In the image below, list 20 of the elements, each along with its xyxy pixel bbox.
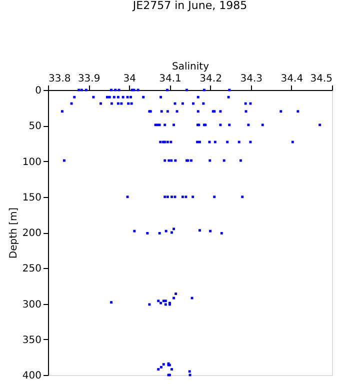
x-tick-label: 34.4 [280, 74, 304, 84]
y-axis-title: Depth [m] [8, 207, 20, 259]
x-tick-label: 33.8 [48, 74, 71, 84]
y-tick-label: 200 [22, 228, 42, 239]
x-tick-label: 33.9 [78, 74, 100, 84]
y-tick-label: 50 [28, 121, 42, 132]
x-tick-label: 34.2 [200, 74, 222, 84]
y-tick-label: 150 [22, 192, 42, 204]
x-tick-label: 34 [123, 74, 136, 84]
y-tick-label: 0 [35, 86, 42, 96]
y-tick-label: 350 [22, 334, 42, 346]
y-tick-label: 250 [22, 264, 42, 275]
chart-title: JE2757 in June, 1985 [132, 0, 248, 12]
y-tick-label: 300 [22, 299, 42, 310]
y-tick-label: 100 [22, 156, 42, 168]
x-axis-title: Salinity [172, 62, 210, 72]
x-tick-label: 34.5 [310, 74, 332, 84]
y-tick-label: 400 [22, 370, 42, 382]
x-tick-label: 34.1 [159, 74, 182, 84]
x-tick-label: 34.3 [240, 74, 262, 84]
